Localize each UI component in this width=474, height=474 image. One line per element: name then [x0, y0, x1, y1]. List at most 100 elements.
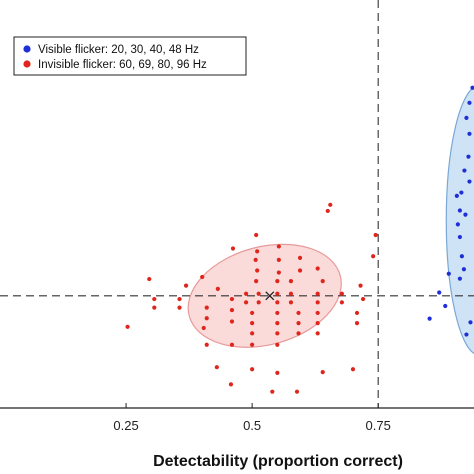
point-series-1-43 [296, 310, 301, 316]
point-series-1-6 [276, 257, 281, 262]
point-series-0-20 [468, 320, 473, 325]
point-series-0-18 [427, 316, 432, 321]
point-series-1-36 [360, 296, 366, 302]
confidence-ellipses [187, 86, 474, 355]
point-series-1-34 [315, 300, 320, 305]
point-series-1-61 [204, 342, 209, 347]
point-series-1-54 [201, 325, 206, 331]
point-series-1-31 [256, 300, 261, 305]
point-series-1-72 [254, 232, 259, 238]
point-series-1-26 [358, 283, 363, 288]
point-series-1-69 [270, 389, 275, 394]
point-series-1-20 [243, 291, 249, 296]
point-series-1-3 [255, 249, 260, 254]
point-series-0-5 [462, 168, 467, 173]
point-series-1-22 [275, 291, 280, 296]
point-series-1-13 [254, 279, 259, 284]
point-series-1-32 [275, 300, 280, 305]
point-series-1-35 [339, 300, 344, 305]
point-series-1-56 [275, 331, 280, 336]
x-tick-label-2: 0.75 [366, 418, 391, 433]
point-series-1-45 [354, 310, 360, 316]
point-series-1-11 [315, 266, 320, 271]
point-series-1-50 [296, 321, 301, 326]
point-series-0-6 [459, 190, 464, 195]
point-series-1-59 [250, 342, 255, 347]
center-x-stroke-2 [265, 291, 275, 301]
point-series-1-12 [200, 274, 205, 280]
point-series-1-7 [297, 255, 303, 260]
point-series-0-12 [459, 254, 464, 259]
legend-box [13, 36, 247, 76]
point-series-1-46 [204, 316, 209, 321]
point-series-1-68 [228, 382, 234, 387]
ellipse-series-0 [445, 86, 474, 355]
point-series-1-23 [288, 291, 294, 296]
point-series-1-70 [294, 389, 300, 394]
point-series-0-4 [466, 154, 471, 159]
point-series-1-30 [243, 300, 249, 305]
point-series-1-8 [255, 268, 260, 273]
point-series-1-19 [215, 286, 220, 291]
point-series-1-24 [315, 291, 320, 296]
legend-label-0: Visible flicker: 20, 30, 40, 48 Hz [38, 44, 199, 56]
point-series-1-41 [250, 310, 255, 316]
point-series-1-29 [229, 296, 235, 302]
legend-marker-1 [23, 60, 31, 68]
point-series-0-7 [454, 193, 459, 198]
x-axis-label: Detectability (proportion correct) [153, 453, 403, 470]
point-series-1-27 [152, 296, 157, 302]
point-series-1-66 [320, 369, 325, 375]
point-series-1-28 [177, 296, 182, 302]
point-series-1-52 [354, 321, 360, 326]
point-series-1-67 [350, 367, 356, 372]
point-series-1-57 [296, 331, 301, 336]
point-series-1-33 [288, 300, 294, 305]
legend-marker-0 [23, 45, 31, 53]
x-tick-label-0: 0.25 [113, 418, 138, 433]
point-series-0-11 [457, 234, 462, 240]
point-series-1-64 [250, 367, 255, 372]
point-series-1-47 [229, 319, 235, 324]
point-series-1-63 [214, 365, 219, 370]
point-series-1-5 [253, 257, 258, 262]
point-series-0-13 [461, 267, 467, 272]
point-series-1-48 [250, 321, 255, 326]
point-series-1-40 [229, 307, 235, 313]
point-series-1-65 [275, 370, 280, 376]
point-series-1-39 [204, 305, 209, 310]
point-series-1-58 [315, 331, 320, 336]
point-series-1-9 [276, 270, 281, 275]
x-ticks: 0.25 0.5 0.75 [113, 403, 391, 433]
point-series-1-2 [276, 244, 281, 249]
point-series-0-3 [467, 131, 472, 136]
point-series-1-10 [297, 268, 303, 273]
point-series-1-55 [250, 331, 255, 336]
point-series-1-73 [371, 254, 376, 259]
point-series-1-53 [125, 324, 130, 329]
point-series-0-0 [470, 85, 474, 90]
point-series-1-21 [256, 291, 261, 296]
point-series-1-37 [152, 305, 157, 310]
point-series-1-71 [373, 232, 378, 238]
point-series-1-51 [315, 321, 320, 326]
center-markers [265, 291, 275, 301]
point-series-0-15 [446, 271, 451, 276]
legend: Visible flicker: 20, 30, 40, 48 Hz Invisi… [13, 36, 247, 76]
point-series-1-4 [230, 246, 236, 251]
point-series-1-17 [147, 276, 152, 282]
point-series-1-60 [275, 342, 280, 347]
point-series-1-15 [288, 279, 294, 284]
data-points [125, 85, 474, 394]
point-series-1-18 [183, 283, 189, 288]
center-x-marker [265, 291, 275, 301]
point-series-1-62 [229, 342, 235, 347]
point-series-1-25 [339, 291, 344, 296]
point-series-0-9 [463, 212, 468, 217]
point-series-0-8 [457, 208, 462, 213]
point-series-1-14 [275, 279, 280, 284]
point-series-0-2 [464, 115, 469, 121]
point-series-1-38 [177, 305, 182, 310]
point-series-0-16 [437, 290, 442, 295]
